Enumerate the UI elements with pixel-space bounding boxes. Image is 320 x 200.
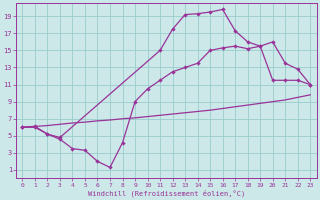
X-axis label: Windchill (Refroidissement éolien,°C): Windchill (Refroidissement éolien,°C) — [88, 189, 245, 197]
